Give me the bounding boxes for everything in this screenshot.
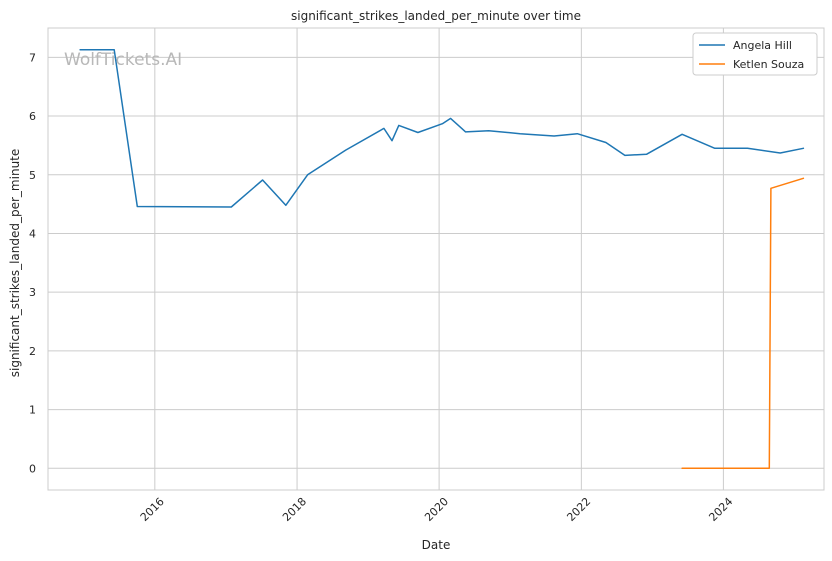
plot-area (47, 27, 825, 491)
y-tick-label: 4 (29, 227, 36, 240)
x-tick-label: 2016 (138, 495, 167, 524)
y-tick-label: 2 (29, 345, 36, 358)
chart-title: significant_strikes_landed_per_minute ov… (291, 9, 581, 23)
grid (48, 28, 824, 490)
x-axis-title: Date (422, 538, 451, 552)
legend-label-angela-hill: Angela Hill (733, 39, 792, 52)
x-tick-label: 2018 (280, 495, 309, 524)
x-axis: 2016 2018 2020 2022 2024 (138, 495, 736, 524)
y-tick-label: 6 (29, 110, 36, 123)
x-tick-label: 2020 (422, 495, 451, 524)
x-tick-label: 2024 (706, 495, 735, 524)
series-layer (79, 48, 805, 470)
y-tick-label: 0 (29, 462, 36, 475)
y-axis: 0 1 2 3 4 5 6 7 (29, 51, 36, 475)
x-tick-label: 2022 (564, 495, 593, 524)
y-tick-label: 7 (29, 51, 36, 64)
y-tick-label: 5 (29, 169, 36, 182)
series-line-angela-hill (79, 48, 805, 208)
y-tick-label: 1 (29, 404, 36, 417)
legend: Angela Hill Ketlen Souza (692, 32, 818, 76)
series-line-ketlen-souza (681, 177, 805, 470)
watermark: WolfTickets.AI (64, 50, 182, 70)
y-axis-title: significant_strikes_landed_per_minute (8, 149, 22, 378)
y-tick-label: 3 (29, 286, 36, 299)
legend-label-ketlen-souza: Ketlen Souza (733, 58, 804, 71)
